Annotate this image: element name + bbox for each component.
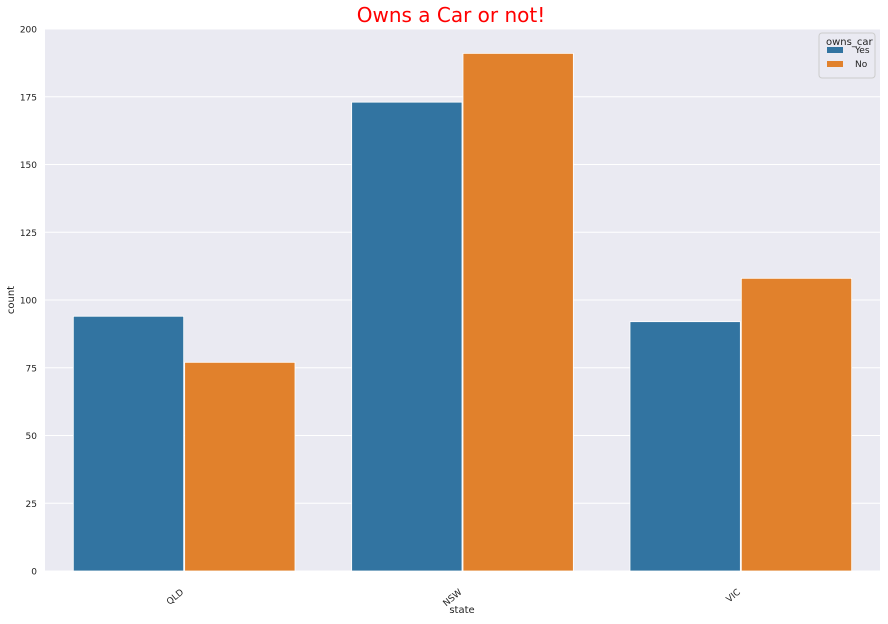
- bar-vic-yes: [629, 321, 741, 572]
- y-tick-label: 25: [26, 500, 37, 510]
- y-axis-ticks: 0 25 50 75 100 125 150 175 200: [20, 26, 37, 578]
- x-tick-label: QLD: [165, 588, 186, 608]
- legend-item-label: No: [855, 60, 868, 70]
- y-tick-label: 50: [26, 432, 38, 442]
- x-tick-label: VIC: [725, 588, 743, 605]
- y-tick-label: 100: [20, 297, 37, 307]
- y-tick-label: 175: [20, 93, 37, 103]
- legend-title: owns_car: [826, 37, 873, 48]
- grid-lines: [45, 28, 880, 572]
- bar-qld-yes: [72, 315, 185, 572]
- y-tick-label: 75: [26, 364, 37, 374]
- y-tick-label: 200: [20, 26, 37, 36]
- bars: [72, 52, 853, 572]
- bar-nsw-yes: [351, 101, 463, 572]
- chart-title: Owns a Car or not!: [357, 3, 546, 27]
- y-tick-label: 150: [20, 161, 37, 171]
- bar-vic-no: [740, 277, 853, 572]
- legend-swatch: [827, 47, 843, 53]
- legend-items: Yes No: [827, 46, 870, 70]
- bar-qld-no: [184, 361, 296, 572]
- legend-item-label: Yes: [854, 46, 870, 56]
- legend-swatch: [827, 61, 843, 67]
- y-tick-label: 0: [31, 568, 37, 578]
- y-tick-label: 125: [20, 229, 37, 239]
- y-axis-label: count: [6, 286, 17, 314]
- x-axis-label: state: [449, 605, 474, 616]
- bar-nsw-no: [462, 52, 574, 572]
- legend: owns_car Yes No: [818, 32, 876, 79]
